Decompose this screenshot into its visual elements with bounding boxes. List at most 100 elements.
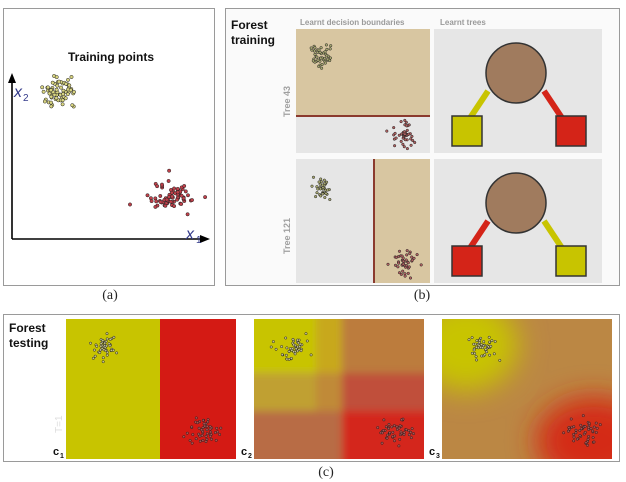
point-yellow <box>482 340 486 344</box>
point-red <box>405 249 409 253</box>
point-yellow <box>323 181 327 185</box>
training-point-red <box>166 179 171 183</box>
point-yellow <box>112 335 116 339</box>
point-yellow <box>101 338 105 342</box>
c1-label: c <box>53 446 59 458</box>
point-red <box>206 418 210 422</box>
point-yellow <box>313 46 317 50</box>
training-point-red <box>158 194 163 198</box>
point-yellow <box>475 358 478 362</box>
training-point-yellow <box>60 98 65 103</box>
t8-red-points <box>376 417 415 448</box>
point-yellow <box>294 347 298 351</box>
point-red <box>208 427 212 431</box>
point-yellow <box>92 348 96 352</box>
point-red <box>399 272 403 276</box>
point-red <box>397 249 402 253</box>
point-red <box>392 126 396 130</box>
point-yellow <box>325 47 329 51</box>
point-yellow <box>95 344 99 348</box>
training-point-yellow <box>57 79 61 84</box>
training-point-red <box>190 198 194 203</box>
tree121-boundary-region <box>374 159 430 283</box>
point-yellow <box>304 332 308 336</box>
x-axis-subscript: 1 <box>196 235 202 246</box>
point-yellow <box>289 356 293 360</box>
point-red <box>572 432 576 436</box>
point-yellow <box>102 348 106 352</box>
point-red <box>190 441 194 445</box>
point-red <box>204 434 208 438</box>
point-red <box>587 435 591 438</box>
point-red <box>399 430 403 434</box>
point-red <box>380 431 384 435</box>
c3-subscript: 3 <box>436 453 440 460</box>
point-red <box>412 432 415 436</box>
forest-testing-diagram: Forest testing T=1 T=8 <box>9 319 612 460</box>
point-red <box>572 439 576 443</box>
point-red <box>197 432 201 436</box>
t200-yellow-blob <box>442 319 518 391</box>
point-red <box>578 434 582 437</box>
point-yellow <box>326 188 330 192</box>
point-red <box>397 261 401 265</box>
caption-a: (a) <box>102 288 118 303</box>
point-red <box>410 258 414 262</box>
training-point-red <box>158 200 163 204</box>
yellow-point-cluster <box>40 74 76 109</box>
point-yellow <box>309 46 313 50</box>
point-red <box>392 424 396 428</box>
point-red <box>403 138 407 142</box>
point-yellow <box>314 195 318 199</box>
point-red <box>405 264 409 268</box>
point-red <box>399 139 403 143</box>
point-yellow <box>311 175 316 179</box>
point-yellow <box>477 344 481 348</box>
point-yellow <box>293 352 297 356</box>
point-yellow <box>323 50 327 54</box>
point-yellow <box>318 187 323 191</box>
training-point-red <box>164 197 169 202</box>
point-yellow <box>470 351 474 355</box>
point-red <box>404 428 408 432</box>
t8-lower-left <box>254 411 342 459</box>
point-yellow <box>467 338 471 342</box>
point-red <box>205 437 209 441</box>
point-yellow <box>105 344 108 348</box>
caption-b: (b) <box>413 288 431 303</box>
training-point-red <box>170 194 175 199</box>
point-red <box>396 265 400 269</box>
training-point-yellow <box>49 104 54 109</box>
t8-label: T=8 <box>243 413 254 431</box>
point-red <box>201 418 205 422</box>
point-red <box>391 430 395 434</box>
point-red <box>376 426 380 430</box>
training-point-yellow <box>54 96 59 100</box>
point-red <box>405 124 409 128</box>
point-red <box>579 423 583 427</box>
training-point-red <box>172 204 177 209</box>
c3-label: c <box>429 446 435 458</box>
point-red <box>409 430 413 434</box>
testing-plot-t8: T=8 <box>243 319 424 459</box>
testing-plot-t200: T=200 <box>442 319 612 459</box>
point-yellow <box>312 49 317 53</box>
tree43-red-points <box>385 118 417 151</box>
training-point-red <box>181 196 186 201</box>
t1-red-region <box>160 319 236 459</box>
point-red <box>405 128 409 132</box>
point-yellow <box>317 64 321 68</box>
header-trees: Learnt trees <box>440 18 486 27</box>
training-point-red <box>183 189 188 194</box>
point-red <box>401 259 406 263</box>
training-point-yellow <box>68 88 73 93</box>
training-point-yellow <box>64 81 68 86</box>
t1-yellow-points <box>89 332 119 364</box>
training-point-yellow <box>60 102 65 107</box>
point-red <box>387 422 391 426</box>
point-red <box>409 137 413 141</box>
point-red <box>589 427 593 431</box>
point-red <box>402 145 406 149</box>
tree43-leaf-yellow <box>451 115 483 147</box>
point-yellow <box>274 347 278 351</box>
